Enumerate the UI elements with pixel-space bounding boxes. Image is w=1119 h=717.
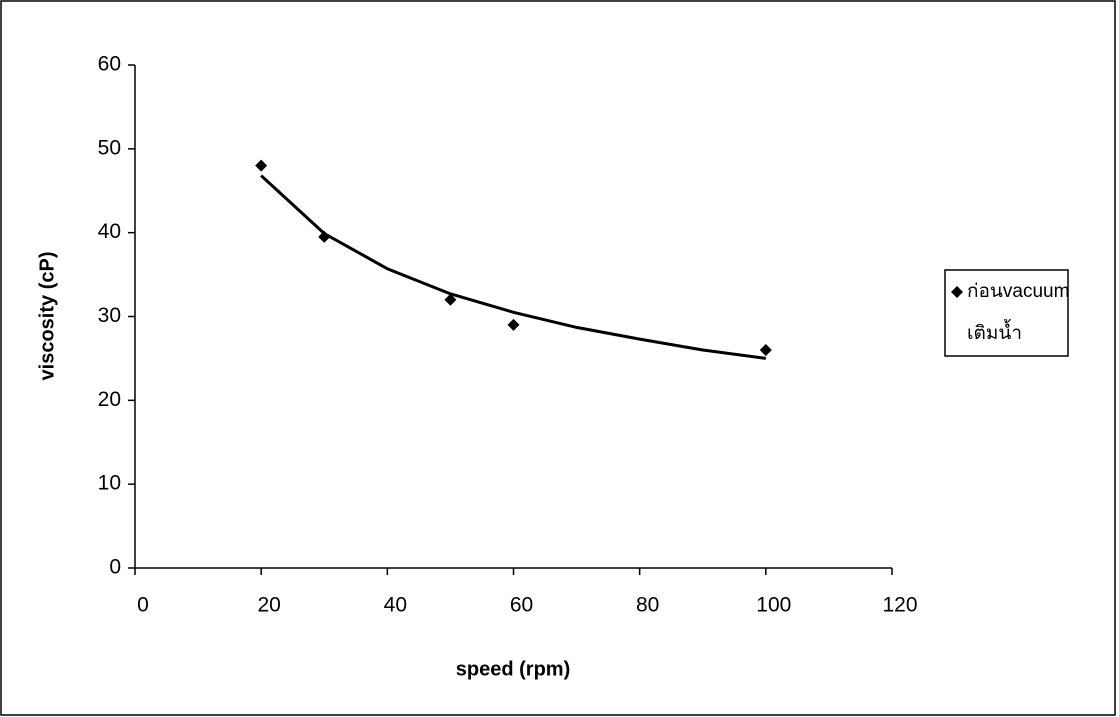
x-axis-label: speed (rpm) xyxy=(456,658,570,680)
x-tick-label: 120 xyxy=(882,594,917,617)
x-tick-label: 60 xyxy=(510,594,533,617)
y-axis-label: viscosity (cP) xyxy=(36,252,58,381)
x-tick-label: 0 xyxy=(137,594,149,617)
data-point xyxy=(255,159,268,172)
x-tick-label: 100 xyxy=(756,594,791,617)
y-tick-label: 30 xyxy=(98,304,121,327)
data-point xyxy=(507,318,520,331)
x-tick-label: 80 xyxy=(636,594,659,617)
y-tick-label: 20 xyxy=(98,388,121,411)
data-point xyxy=(318,230,331,243)
x-tick-label: 40 xyxy=(384,594,407,617)
data-point xyxy=(444,293,457,306)
legend-label: ก่อนvacuum xyxy=(967,281,1069,302)
legend-box xyxy=(944,269,1069,357)
y-tick-label: 60 xyxy=(98,53,121,76)
legend-marker xyxy=(951,286,963,298)
x-tick-label: 20 xyxy=(257,594,280,617)
y-tick-label: 0 xyxy=(109,556,121,579)
trendline xyxy=(260,174,767,360)
y-tick-label: 10 xyxy=(98,472,121,495)
data-point xyxy=(759,344,772,357)
legend-label: เติมน้ำ xyxy=(967,319,1022,344)
y-tick-label: 40 xyxy=(98,220,121,243)
y-tick-label: 50 xyxy=(98,136,121,159)
